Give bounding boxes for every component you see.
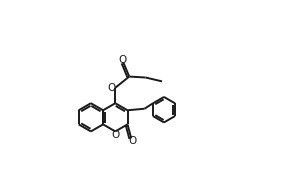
Text: O: O <box>118 55 127 65</box>
Text: O: O <box>128 136 136 146</box>
Text: O: O <box>111 130 119 140</box>
Text: O: O <box>108 83 116 93</box>
